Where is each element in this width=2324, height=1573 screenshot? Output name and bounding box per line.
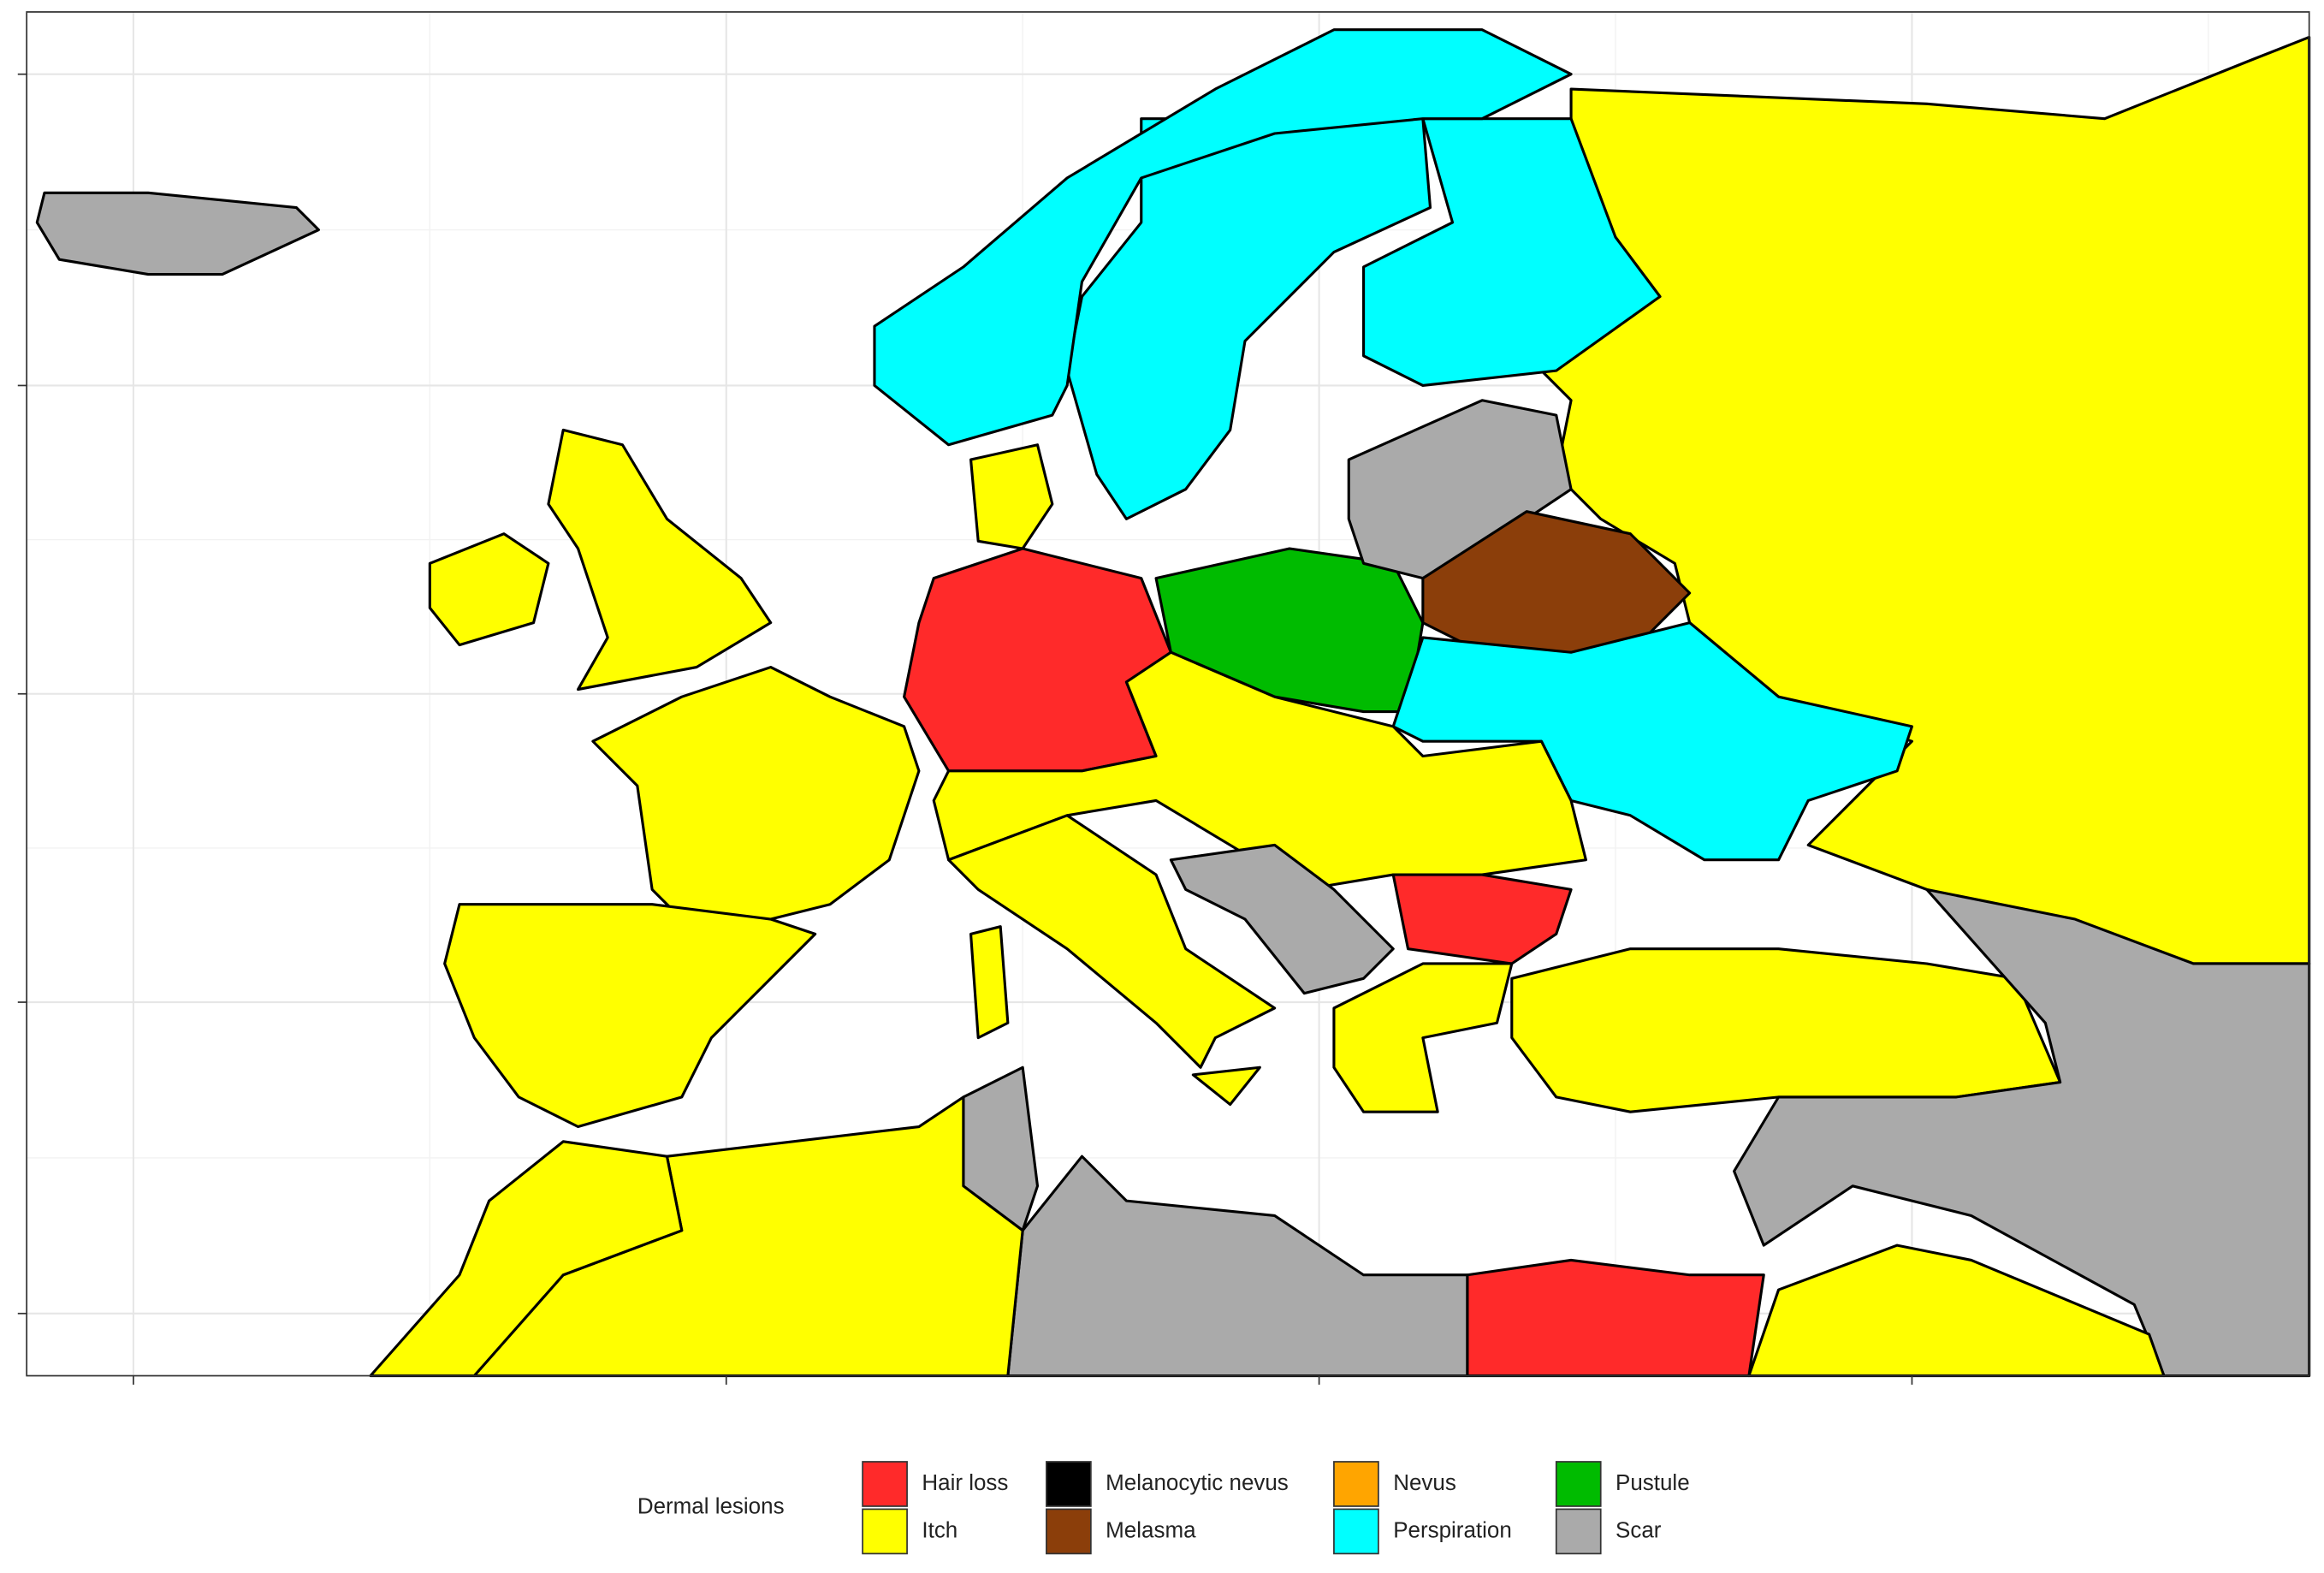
- country: [428, 532, 550, 647]
- axis-ticks: [17, 73, 1913, 1385]
- legend-key: [1555, 1508, 1602, 1555]
- legend-label: Scar: [1616, 1517, 1662, 1542]
- legend-title: Dermal lesions: [637, 1493, 785, 1519]
- country: [1332, 962, 1514, 1113]
- legend-label: Itch: [922, 1517, 957, 1542]
- country: [1191, 1065, 1261, 1107]
- legend: Dermal lesions Hair loss Itch Melanocytic …: [637, 1461, 1690, 1555]
- legend-key: [1333, 1508, 1379, 1555]
- country: [443, 903, 817, 1129]
- country: [591, 666, 921, 921]
- country: [1006, 1155, 1469, 1378]
- legend-label: Nevus: [1393, 1469, 1456, 1495]
- country: [947, 814, 1277, 1069]
- country: [1362, 117, 1662, 388]
- legend-label: Pustule: [1616, 1469, 1690, 1495]
- country: [1169, 843, 1395, 995]
- legend-label: Hair loss: [922, 1469, 1008, 1495]
- country: [369, 1140, 684, 1378]
- country: [1065, 117, 1432, 520]
- country: [1391, 873, 1573, 965]
- legend-key: [862, 1508, 908, 1555]
- country: [873, 28, 1573, 447]
- country: [35, 191, 320, 276]
- legend-key: [862, 1461, 908, 1507]
- country: [969, 925, 1010, 1040]
- legend-label: Melasma: [1106, 1517, 1196, 1542]
- country: [1510, 947, 2062, 1113]
- legend-key: [1555, 1461, 1602, 1507]
- country: [1733, 887, 2311, 1378]
- legend-key: [1333, 1461, 1379, 1507]
- country: [969, 443, 1054, 550]
- country: [903, 547, 1172, 773]
- legend-label: Melanocytic nevus: [1106, 1469, 1289, 1495]
- country: [547, 428, 773, 692]
- countries: [35, 28, 2311, 1378]
- country: [1466, 1258, 1765, 1378]
- legend-key: [1046, 1508, 1092, 1555]
- legend-key: [1046, 1461, 1092, 1507]
- legend-label: Perspiration: [1393, 1517, 1512, 1542]
